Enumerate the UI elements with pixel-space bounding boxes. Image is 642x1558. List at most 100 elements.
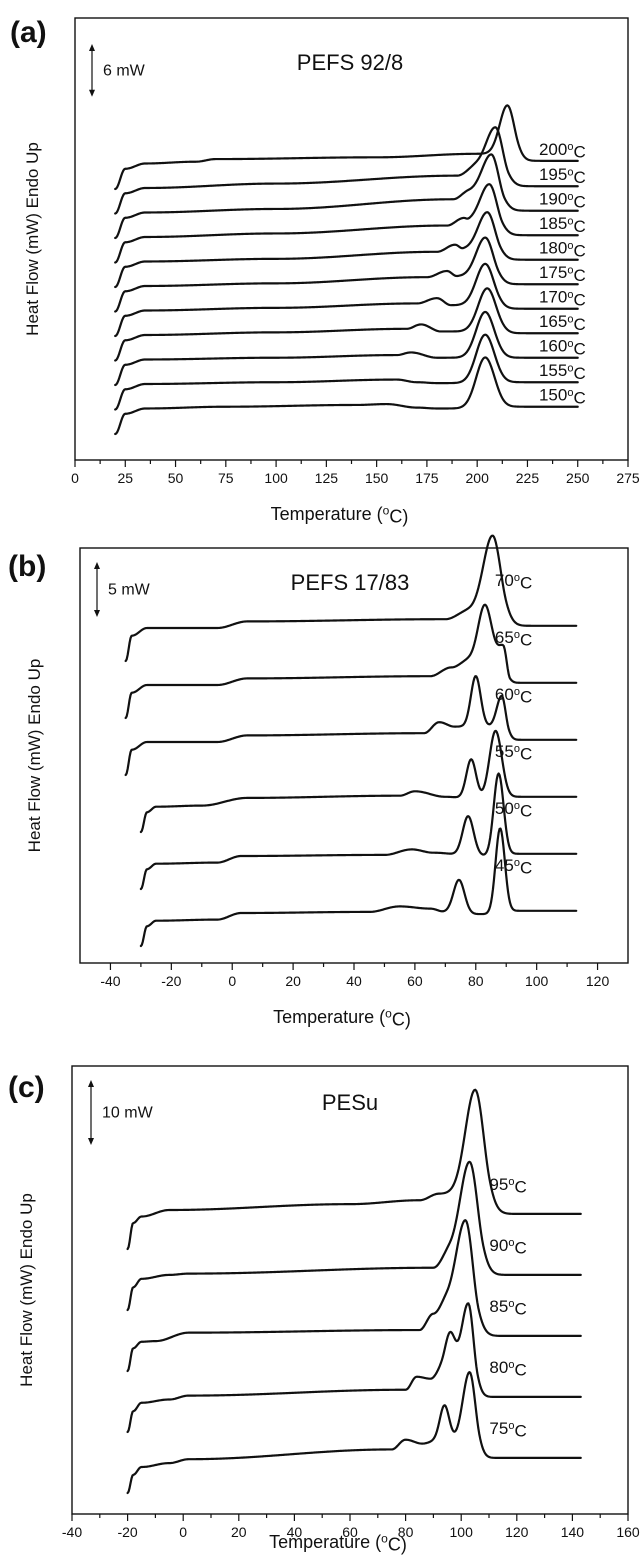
x-tick-label: 40 xyxy=(287,1524,303,1540)
x-axis-title: Temperature (oC) xyxy=(273,1007,411,1030)
x-tick-label: 40 xyxy=(346,973,362,989)
series-label-195-c: 195oC xyxy=(539,165,586,187)
series-200-c-curve xyxy=(114,104,579,191)
x-tick-label: 60 xyxy=(407,973,423,989)
series-label-180-c: 180oC xyxy=(539,239,586,261)
series-label-70-c: 70oC xyxy=(495,571,532,593)
series-label-200-c: 200oC xyxy=(539,140,586,162)
series-80-c-curve xyxy=(126,1302,582,1434)
series-90-c-curve xyxy=(126,1160,582,1312)
series-185-c-curve xyxy=(114,183,579,264)
series-label-80-c: 80oC xyxy=(489,1358,526,1380)
series-150-c-curve xyxy=(114,356,579,436)
panel-title: PEFS 92/8 xyxy=(297,50,403,75)
x-tick-label: -40 xyxy=(100,973,120,989)
series-50-c-curve xyxy=(139,772,578,891)
panel-label: (b) xyxy=(8,550,46,583)
x-tick-label: 225 xyxy=(516,470,540,486)
x-axis-title: Temperature (oC) xyxy=(271,504,409,527)
series-label-165-c: 165oC xyxy=(539,312,586,334)
x-tick-label: 25 xyxy=(117,470,133,486)
plot-frame xyxy=(79,547,629,964)
series-155-c-curve xyxy=(114,333,579,411)
x-tick-label: 275 xyxy=(616,470,640,486)
series-160-c-curve xyxy=(114,310,579,387)
panel-label: (c) xyxy=(8,1071,45,1104)
scale-bar-arrow-up-icon xyxy=(88,1080,94,1087)
x-tick-label: 175 xyxy=(415,470,439,486)
y-axis-title: Heat Flow (mW) Endo Up xyxy=(23,142,42,336)
y-axis-title: Heat Flow (mW) Endo Up xyxy=(25,659,44,853)
series-label-55-c: 55oC xyxy=(495,742,532,764)
series-label-160-c: 160oC xyxy=(539,337,586,359)
panel-title: PESu xyxy=(322,1090,378,1115)
x-tick-label: 80 xyxy=(398,1524,414,1540)
x-tick-label: 0 xyxy=(228,973,236,989)
series-75-c-curve xyxy=(126,1371,582,1495)
series-165-c-curve xyxy=(114,287,579,362)
series-180-c-curve xyxy=(114,211,579,289)
series-label-45-c: 45oC xyxy=(495,856,532,878)
x-tick-label: -20 xyxy=(117,1524,137,1540)
x-tick-label: 0 xyxy=(179,1524,187,1540)
series-190-c-curve xyxy=(114,153,579,240)
series-175-c-curve xyxy=(114,236,579,313)
x-tick-label: 120 xyxy=(505,1524,529,1540)
scale-bar-arrow-up-icon xyxy=(94,562,100,569)
series-label-190-c: 190oC xyxy=(539,190,586,212)
series-label-75-c: 75oC xyxy=(489,1419,526,1441)
series-label-90-c: 90oC xyxy=(489,1236,526,1258)
series-195-c-curve xyxy=(114,126,579,215)
x-tick-label: 100 xyxy=(450,1524,474,1540)
scale-bar-label: 5 mW xyxy=(108,582,151,599)
x-tick-label: 140 xyxy=(561,1524,585,1540)
x-tick-label: 100 xyxy=(525,973,549,989)
series-label-155-c: 155oC xyxy=(539,361,586,383)
x-tick-label: 20 xyxy=(231,1524,247,1540)
x-tick-label: 60 xyxy=(342,1524,358,1540)
series-85-c-curve xyxy=(126,1219,582,1373)
series-label-85-c: 85oC xyxy=(489,1297,526,1319)
x-tick-label: 80 xyxy=(468,973,484,989)
scale-bar-arrow-up-icon xyxy=(89,44,95,51)
series-label-170-c: 170oC xyxy=(539,288,586,310)
x-tick-label: 75 xyxy=(218,470,234,486)
x-axis-title: Temperature (oC) xyxy=(269,1532,407,1555)
series-95-c-curve xyxy=(126,1088,582,1251)
x-tick-label: 0 xyxy=(71,470,79,486)
series-label-175-c: 175oC xyxy=(539,263,586,285)
series-label-65-c: 65oC xyxy=(495,628,532,650)
series-label-60-c: 60oC xyxy=(495,685,532,707)
x-tick-label: 200 xyxy=(466,470,490,486)
scale-bar-label: 6 mW xyxy=(103,62,146,79)
series-45-c-curve xyxy=(139,827,578,948)
y-axis-title: Heat Flow (mW) Endo Up xyxy=(17,1193,36,1387)
x-tick-label: 150 xyxy=(365,470,389,486)
series-70-c-curve xyxy=(124,534,578,663)
x-tick-label: 120 xyxy=(586,973,610,989)
series-label-50-c: 50oC xyxy=(495,799,532,821)
panel-c: -40 -20 0 20 40 60 80 100 120 140 160 Temperature (… xyxy=(8,1065,640,1555)
scale-bar-arrow-down-icon xyxy=(89,89,95,97)
x-tick-label: 100 xyxy=(264,470,288,486)
series-65-c-curve xyxy=(124,603,578,720)
series-170-c-curve xyxy=(114,262,579,338)
panel-label: (a) xyxy=(10,16,47,49)
x-tick-label: 160 xyxy=(616,1524,640,1540)
x-tick-label: 20 xyxy=(285,973,301,989)
panel-a: 0 25 50 75 100 125 150 175 200 225 250 275 Temperatu… xyxy=(10,16,640,527)
x-tick-label: -20 xyxy=(161,973,181,989)
plot-frame xyxy=(71,1065,629,1515)
series-55-c-curve xyxy=(139,729,578,834)
series-label-150-c: 150oC xyxy=(539,386,586,408)
x-tick-label: 250 xyxy=(566,470,590,486)
scale-bar-arrow-down-icon xyxy=(94,610,100,617)
panel-b: -40 -20 0 20 40 60 80 100 120 Temperature (oC) Hea… xyxy=(8,534,629,1030)
x-tick-label: 125 xyxy=(315,470,339,486)
scale-bar-arrow-down-icon xyxy=(88,1138,94,1145)
x-tick-label: -40 xyxy=(62,1524,82,1540)
panel-title: PEFS 17/83 xyxy=(291,570,410,595)
series-label-95-c: 95oC xyxy=(489,1175,526,1197)
scale-bar-label: 10 mW xyxy=(102,1105,154,1122)
